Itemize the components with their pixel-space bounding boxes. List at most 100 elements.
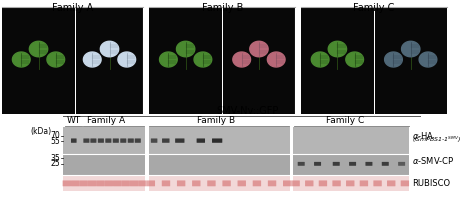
FancyBboxPatch shape xyxy=(319,181,327,186)
Text: Family A: Family A xyxy=(87,116,126,125)
FancyBboxPatch shape xyxy=(98,138,104,143)
FancyBboxPatch shape xyxy=(314,162,321,166)
FancyBboxPatch shape xyxy=(149,8,222,114)
FancyBboxPatch shape xyxy=(192,181,200,186)
FancyBboxPatch shape xyxy=(71,181,79,186)
Polygon shape xyxy=(194,52,212,67)
FancyBboxPatch shape xyxy=(349,162,356,166)
Polygon shape xyxy=(160,52,177,67)
FancyBboxPatch shape xyxy=(135,138,141,143)
FancyBboxPatch shape xyxy=(162,181,170,186)
FancyBboxPatch shape xyxy=(149,155,290,175)
Polygon shape xyxy=(233,52,250,67)
Polygon shape xyxy=(29,41,48,57)
Text: Family C: Family C xyxy=(326,116,365,125)
FancyBboxPatch shape xyxy=(79,181,88,186)
Polygon shape xyxy=(250,41,268,57)
FancyBboxPatch shape xyxy=(296,8,301,114)
FancyBboxPatch shape xyxy=(144,8,149,114)
Text: 25: 25 xyxy=(50,159,60,168)
FancyBboxPatch shape xyxy=(71,138,77,143)
FancyBboxPatch shape xyxy=(105,181,113,186)
Text: Family B: Family B xyxy=(197,116,235,125)
FancyBboxPatch shape xyxy=(222,181,231,186)
FancyBboxPatch shape xyxy=(387,181,396,186)
Polygon shape xyxy=(328,41,347,57)
FancyBboxPatch shape xyxy=(346,181,354,186)
FancyBboxPatch shape xyxy=(149,127,290,154)
Polygon shape xyxy=(419,52,437,67)
FancyBboxPatch shape xyxy=(375,8,447,114)
FancyBboxPatch shape xyxy=(301,8,374,114)
Text: ($Gm$PBS1-1$^{SMV}$): ($Gm$PBS1-1$^{SMV}$) xyxy=(412,134,461,145)
FancyBboxPatch shape xyxy=(253,181,261,186)
FancyBboxPatch shape xyxy=(63,127,145,154)
FancyBboxPatch shape xyxy=(83,138,90,143)
FancyBboxPatch shape xyxy=(197,138,205,143)
FancyBboxPatch shape xyxy=(305,181,313,186)
FancyBboxPatch shape xyxy=(374,181,382,186)
Polygon shape xyxy=(268,52,285,67)
FancyBboxPatch shape xyxy=(293,155,409,175)
Text: Family C: Family C xyxy=(353,3,394,13)
Text: 35: 35 xyxy=(50,154,60,163)
Text: RUBISCO: RUBISCO xyxy=(412,179,450,188)
FancyBboxPatch shape xyxy=(398,162,405,166)
FancyBboxPatch shape xyxy=(96,181,105,186)
Polygon shape xyxy=(118,52,135,67)
FancyBboxPatch shape xyxy=(63,176,145,191)
FancyBboxPatch shape xyxy=(88,181,96,186)
FancyBboxPatch shape xyxy=(128,138,134,143)
FancyBboxPatch shape xyxy=(382,162,389,166)
FancyBboxPatch shape xyxy=(91,138,97,143)
Text: 55: 55 xyxy=(50,137,60,146)
FancyBboxPatch shape xyxy=(2,8,75,114)
FancyBboxPatch shape xyxy=(360,181,368,186)
FancyBboxPatch shape xyxy=(333,162,340,166)
FancyBboxPatch shape xyxy=(63,155,145,175)
FancyBboxPatch shape xyxy=(130,181,138,186)
FancyBboxPatch shape xyxy=(268,181,276,186)
FancyBboxPatch shape xyxy=(121,181,130,186)
Polygon shape xyxy=(346,52,363,67)
FancyBboxPatch shape xyxy=(138,181,147,186)
FancyBboxPatch shape xyxy=(147,181,155,186)
Polygon shape xyxy=(402,41,420,57)
Text: $\alpha$-SMV-CP: $\alpha$-SMV-CP xyxy=(412,155,454,166)
FancyBboxPatch shape xyxy=(63,181,71,186)
Text: (kDa): (kDa) xyxy=(30,127,51,136)
FancyBboxPatch shape xyxy=(293,127,409,154)
FancyBboxPatch shape xyxy=(106,138,112,143)
FancyBboxPatch shape xyxy=(113,138,119,143)
FancyBboxPatch shape xyxy=(238,181,246,186)
Polygon shape xyxy=(177,41,195,57)
FancyBboxPatch shape xyxy=(76,8,143,114)
FancyBboxPatch shape xyxy=(151,138,157,143)
FancyBboxPatch shape xyxy=(291,181,300,186)
FancyBboxPatch shape xyxy=(293,176,409,191)
Polygon shape xyxy=(84,52,101,67)
FancyBboxPatch shape xyxy=(177,181,185,186)
FancyBboxPatch shape xyxy=(145,127,149,191)
FancyBboxPatch shape xyxy=(207,181,216,186)
FancyBboxPatch shape xyxy=(333,181,341,186)
FancyBboxPatch shape xyxy=(290,127,293,191)
Polygon shape xyxy=(311,52,329,67)
FancyBboxPatch shape xyxy=(366,162,373,166)
Text: 70: 70 xyxy=(50,131,60,140)
FancyBboxPatch shape xyxy=(223,8,295,114)
Polygon shape xyxy=(47,52,64,67)
FancyBboxPatch shape xyxy=(283,181,291,186)
FancyBboxPatch shape xyxy=(175,138,184,143)
FancyBboxPatch shape xyxy=(162,138,170,143)
FancyBboxPatch shape xyxy=(212,138,222,143)
Text: Family B: Family B xyxy=(202,3,243,13)
FancyBboxPatch shape xyxy=(298,162,305,166)
Text: WT: WT xyxy=(67,116,81,125)
Polygon shape xyxy=(100,41,119,57)
FancyBboxPatch shape xyxy=(113,181,121,186)
FancyBboxPatch shape xyxy=(149,176,290,191)
FancyBboxPatch shape xyxy=(120,138,126,143)
Polygon shape xyxy=(385,52,402,67)
Text: SMV-Nv::GFP: SMV-Nv::GFP xyxy=(216,106,279,116)
